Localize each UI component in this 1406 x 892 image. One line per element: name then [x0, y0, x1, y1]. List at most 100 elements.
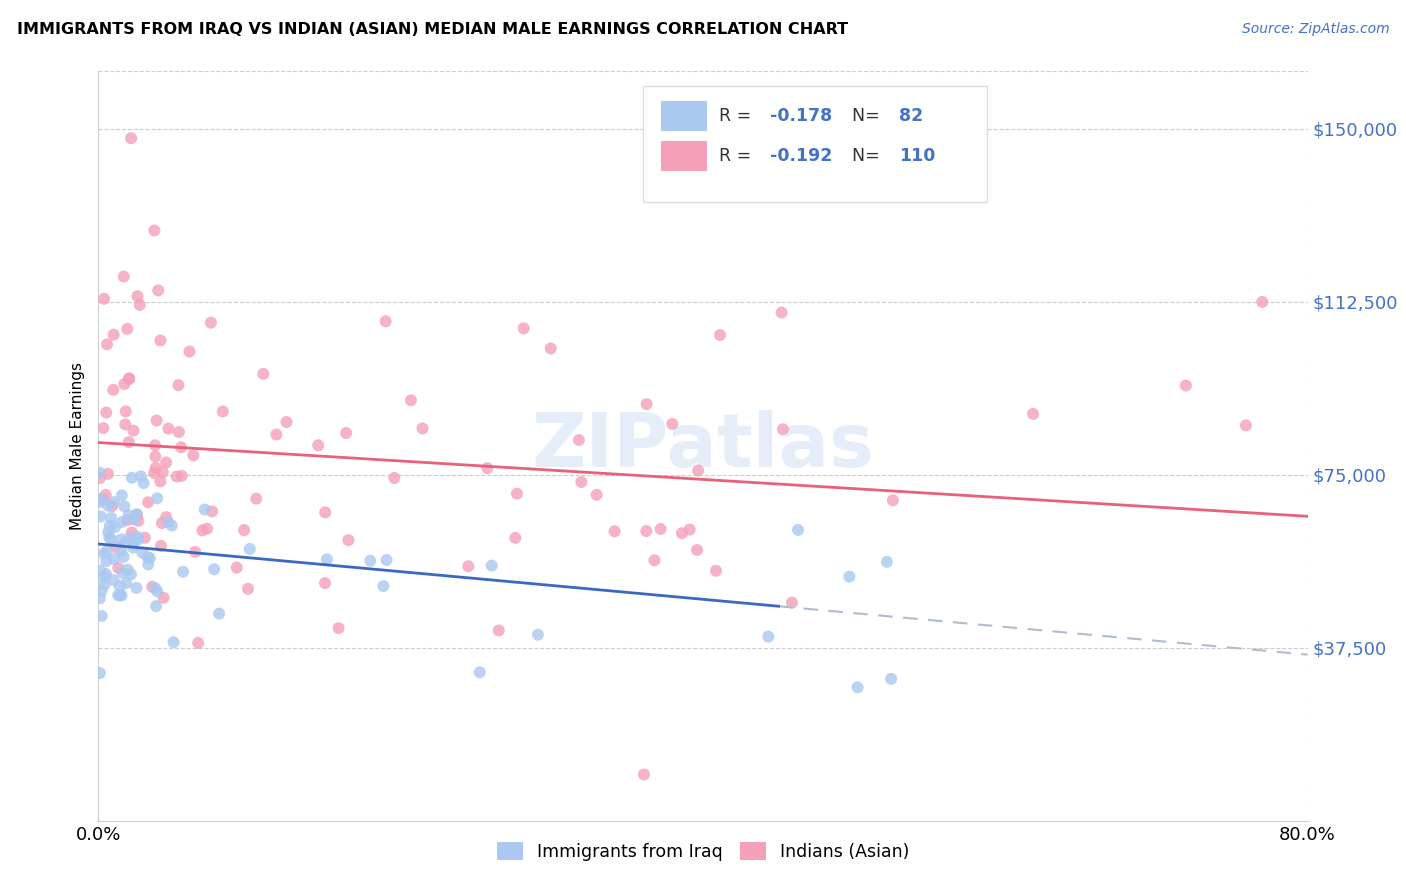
Point [143, 582, 166, 596]
Point [111, 515, 134, 529]
Point [146, 584, 169, 599]
Point [686, 543, 709, 558]
Point [636, 397, 658, 411]
Point [314, 576, 336, 591]
Point [97, 525, 120, 540]
Point [477, 461, 499, 475]
Point [650, 522, 672, 536]
Point [184, 545, 207, 559]
Point [481, 558, 503, 573]
Point [89, 591, 111, 606]
Point [1234, 418, 1257, 433]
FancyBboxPatch shape [643, 87, 987, 202]
Point [94, 567, 117, 582]
Point [108, 579, 131, 593]
Text: R =: R = [718, 107, 756, 125]
Point [89, 466, 111, 480]
Point [359, 554, 381, 568]
Point [100, 511, 122, 525]
Point [145, 599, 167, 613]
Point [200, 316, 222, 330]
Point [335, 425, 357, 440]
Point [89, 564, 111, 578]
Point [145, 413, 167, 427]
Point [568, 433, 591, 447]
Point [122, 541, 145, 555]
Point [457, 559, 479, 574]
Point [155, 510, 177, 524]
Point [160, 518, 183, 533]
Point [117, 508, 139, 523]
Point [337, 533, 360, 548]
Point [122, 424, 145, 438]
Point [117, 322, 139, 336]
Point [134, 531, 156, 545]
Point [118, 372, 141, 386]
Point [89, 471, 111, 485]
Point [170, 468, 193, 483]
Point [1251, 294, 1274, 309]
Point [787, 523, 810, 537]
Point [149, 475, 172, 489]
FancyBboxPatch shape [661, 102, 707, 131]
Point [399, 393, 422, 408]
Point [90, 492, 112, 507]
Point [122, 512, 145, 526]
Point [846, 681, 869, 695]
Point [117, 513, 139, 527]
Point [252, 367, 274, 381]
Point [91, 491, 114, 506]
Text: ZIPatlas: ZIPatlas [531, 409, 875, 483]
Point [149, 539, 172, 553]
Point [643, 553, 665, 567]
Point [838, 569, 860, 583]
Point [122, 511, 145, 525]
Point [150, 516, 173, 530]
Point [136, 558, 159, 572]
Point [375, 553, 398, 567]
Point [152, 465, 174, 479]
Point [412, 421, 434, 435]
Point [90, 509, 112, 524]
Point [636, 524, 658, 538]
Point [120, 131, 142, 145]
Point [603, 524, 626, 539]
Text: 82: 82 [898, 107, 924, 125]
Point [157, 515, 180, 529]
Point [141, 580, 163, 594]
Point [167, 378, 190, 392]
Point [121, 525, 143, 540]
Point [145, 450, 167, 464]
Point [880, 672, 903, 686]
Point [225, 560, 247, 574]
Point [121, 471, 143, 485]
Point [96, 337, 118, 351]
Point [93, 547, 115, 561]
Point [179, 344, 201, 359]
Point [143, 466, 166, 480]
Point [505, 531, 527, 545]
Point [104, 540, 127, 554]
Point [155, 455, 177, 469]
Point [307, 438, 329, 452]
Point [127, 533, 149, 547]
Point [112, 500, 135, 514]
Point [569, 475, 592, 489]
Point [127, 289, 149, 303]
Point [127, 530, 149, 544]
Point [93, 577, 115, 591]
Point [770, 305, 793, 319]
Point [780, 595, 803, 609]
Point [125, 507, 148, 521]
Point [679, 523, 702, 537]
Point [94, 488, 117, 502]
Point [236, 582, 259, 596]
Point [772, 422, 794, 436]
Point [661, 417, 683, 431]
Point [91, 421, 114, 435]
Point [245, 491, 267, 506]
Point [103, 383, 125, 397]
Point [90, 583, 112, 598]
Point [143, 223, 166, 237]
Point [373, 579, 395, 593]
